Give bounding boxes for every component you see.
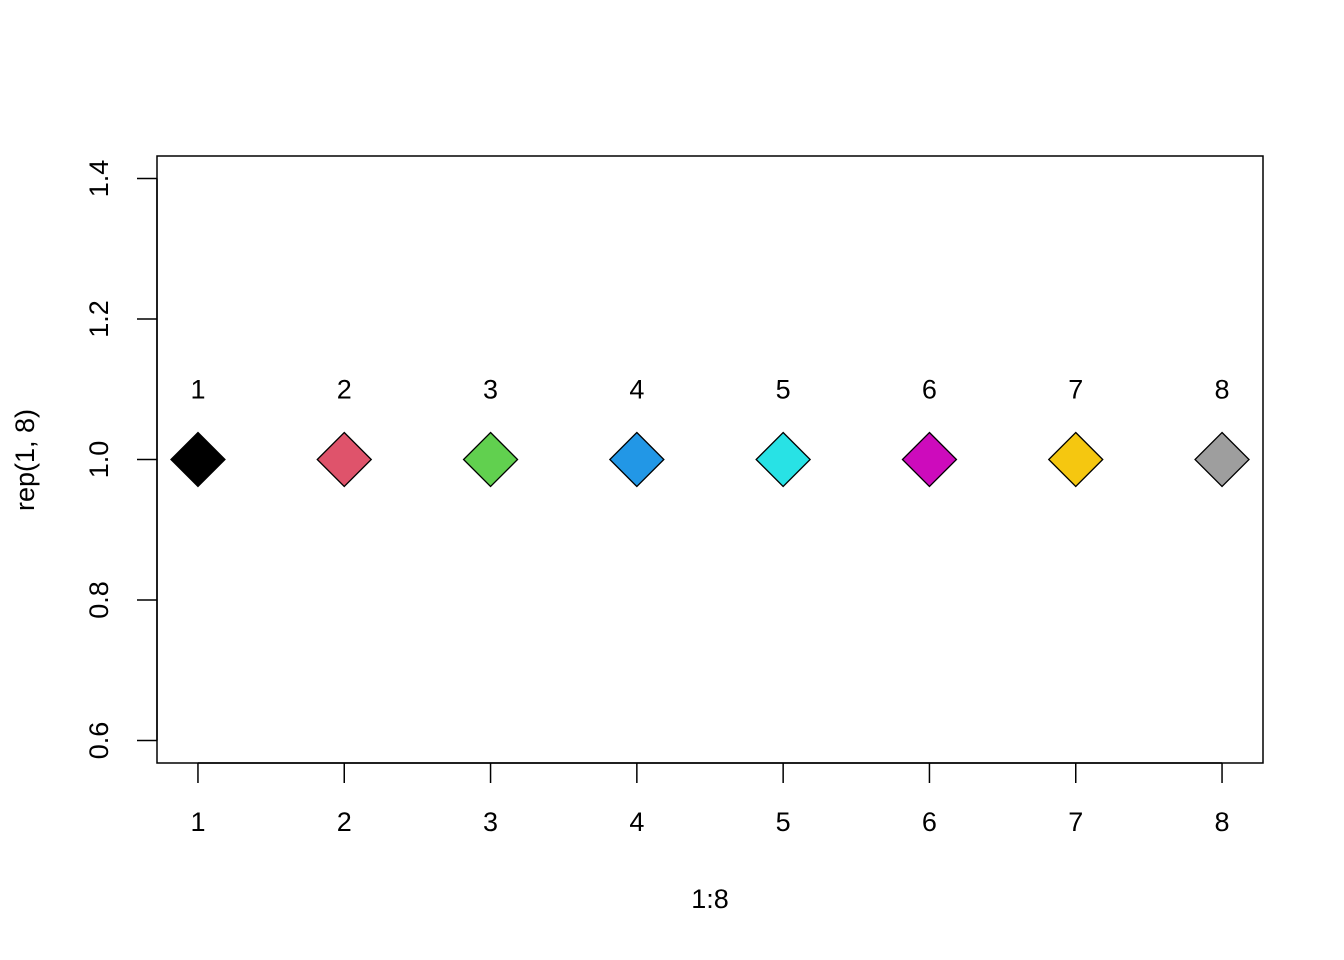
point-label: 3	[483, 375, 498, 405]
x-tick-label: 6	[922, 807, 937, 837]
point-label: 2	[337, 375, 352, 405]
x-axis-label: 1:8	[691, 884, 729, 914]
y-axis-label: rep(1, 8)	[10, 409, 40, 511]
x-tick-label: 7	[1068, 807, 1083, 837]
point	[316, 431, 373, 488]
x-tick-label: 1	[190, 807, 205, 837]
point	[1047, 431, 1104, 488]
point-label: 8	[1215, 375, 1230, 405]
point-label: 6	[922, 375, 937, 405]
point	[170, 431, 226, 488]
x-tick-label: 3	[483, 807, 498, 837]
y-tick-label: 1.0	[84, 441, 114, 479]
y-tick-label: 0.8	[84, 581, 114, 619]
point	[462, 431, 519, 488]
x-tick-label: 4	[629, 807, 644, 837]
x-tick-label: 5	[776, 807, 791, 837]
point-label: 5	[776, 375, 791, 405]
point-label: 7	[1068, 375, 1083, 405]
y-tick-label: 0.6	[84, 722, 114, 760]
point	[1194, 431, 1250, 488]
point	[901, 431, 958, 488]
y-tick-label: 1.2	[84, 300, 114, 338]
point	[755, 431, 812, 488]
point	[608, 431, 665, 488]
x-tick-label: 8	[1215, 807, 1230, 837]
point-label: 4	[629, 375, 644, 405]
point-label: 1	[190, 375, 205, 405]
x-tick-label: 2	[337, 807, 352, 837]
y-tick-label: 1.4	[84, 160, 114, 198]
